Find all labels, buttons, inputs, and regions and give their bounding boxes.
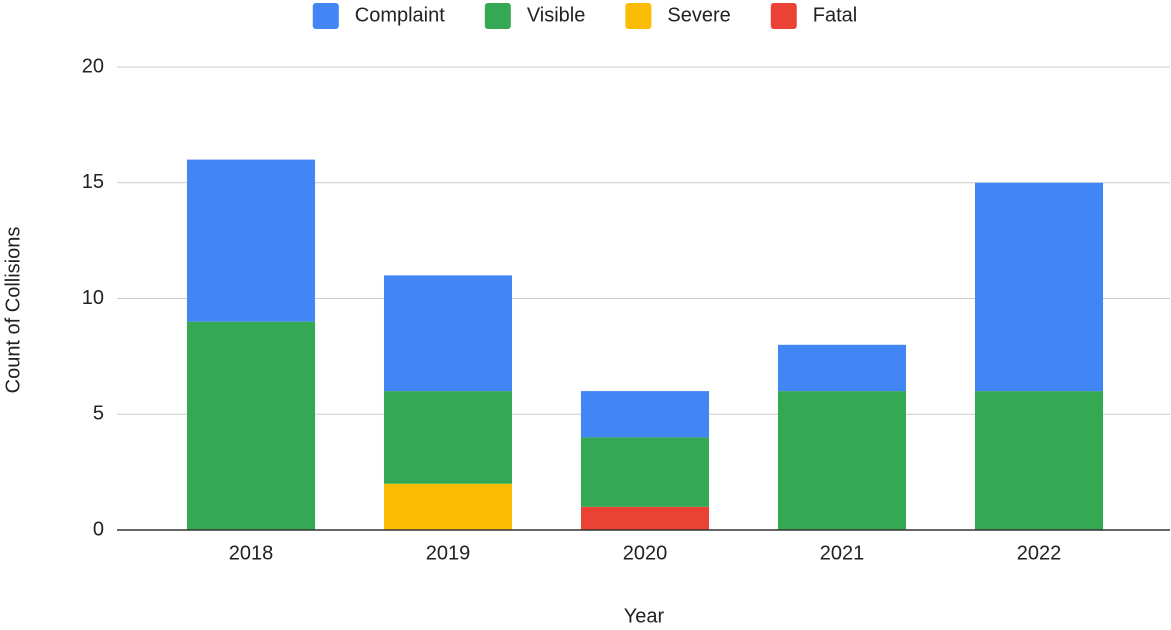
bar-segment: [383, 483, 513, 530]
y-axis-label: Count of Collisions: [2, 227, 24, 394]
legend-swatch: [484, 3, 511, 29]
bar-segment: [186, 159, 316, 322]
bar-segment: [383, 275, 513, 392]
y-tick-label: 15: [82, 171, 104, 193]
x-tick-label: 2018: [229, 542, 274, 564]
bar-segment: [580, 391, 710, 438]
x-tick-label: 2021: [820, 542, 865, 564]
legend-label: Visible: [527, 4, 586, 26]
x-tick-label: 2022: [1017, 542, 1062, 564]
bar-segment: [974, 391, 1104, 530]
x-axis-label: Year: [624, 605, 665, 627]
legend-swatch: [312, 3, 339, 29]
bar-segment: [777, 391, 907, 530]
legend-label: Complaint: [355, 4, 445, 26]
x-tick-label: 2019: [426, 542, 471, 564]
y-tick-label: 10: [82, 287, 104, 309]
bar-segment: [974, 182, 1104, 392]
x-tick-label: 2020: [623, 542, 668, 564]
legend-label: Severe: [667, 4, 730, 26]
bar-segment: [580, 437, 710, 507]
y-tick-label: 20: [82, 55, 104, 77]
y-tick-label: 5: [93, 403, 104, 425]
bar-segment: [580, 506, 710, 530]
bar-segment: [777, 344, 907, 392]
legend-swatch: [770, 3, 797, 29]
legend-label: Fatal: [813, 4, 857, 26]
bar-segment: [186, 321, 316, 530]
bar-segment: [383, 391, 513, 484]
y-tick-label: 0: [93, 518, 104, 540]
legend-swatch: [625, 3, 652, 29]
